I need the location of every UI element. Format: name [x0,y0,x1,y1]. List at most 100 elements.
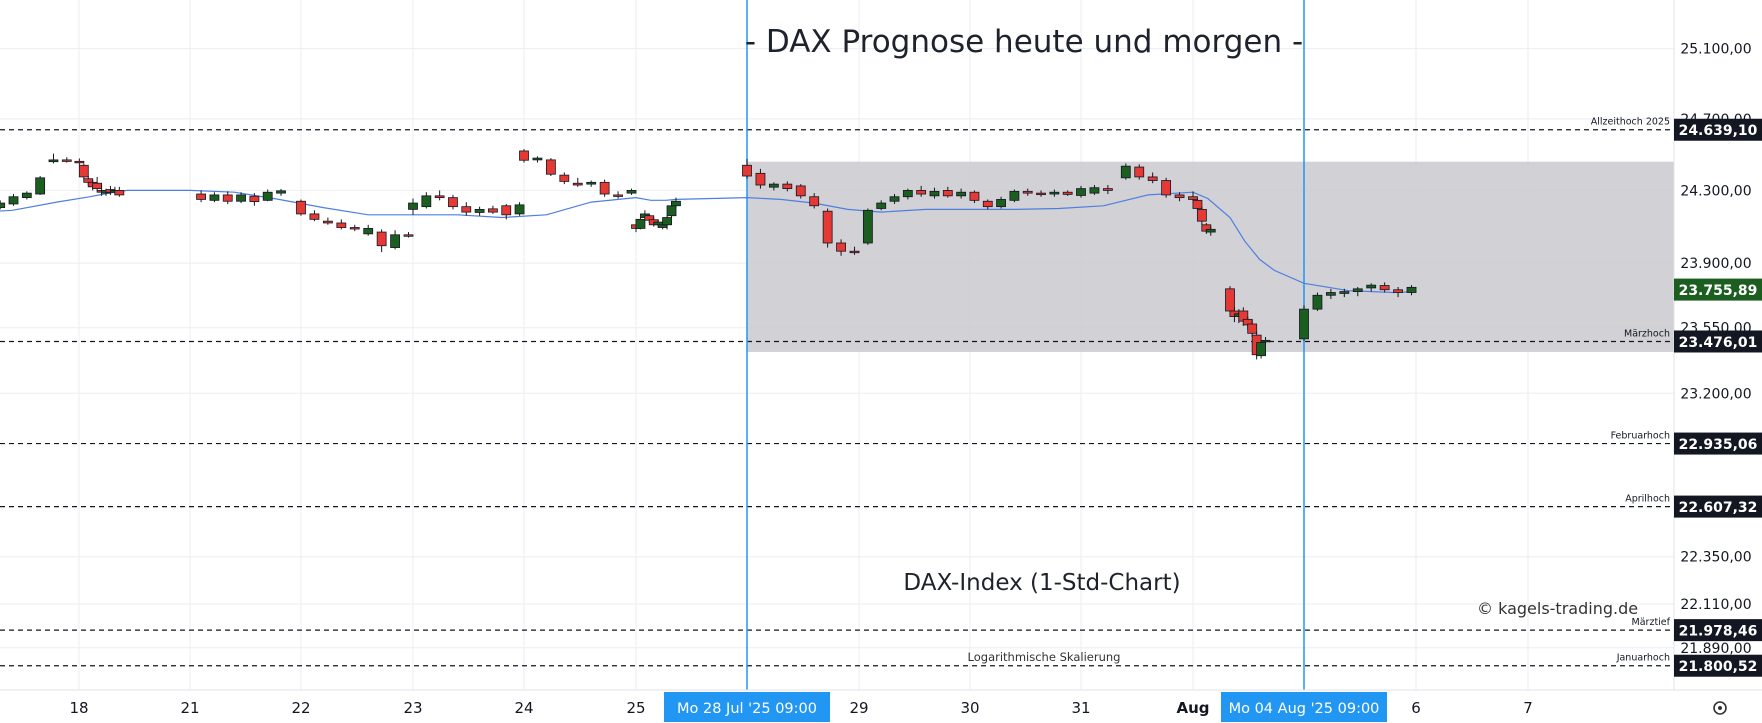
candle [889,194,900,204]
candle [114,186,125,197]
candle [0,200,6,210]
candle [403,232,414,238]
candle [613,191,623,199]
candle [809,193,820,209]
level-price-label: 24.639,10 [1679,123,1758,139]
candle [545,158,556,177]
x-tick-label: Aug [1176,699,1209,717]
x-tick-label: 18 [69,699,88,717]
vertical-marker-box [664,692,830,722]
candle [1256,340,1266,359]
candle [849,246,860,255]
level-price-box [1674,619,1762,642]
candle [1161,177,1172,198]
level-price-box [1674,118,1762,141]
x-tick-label: 21 [180,699,199,717]
candle [1102,185,1113,195]
candle [755,168,766,189]
candle [1147,172,1158,184]
level-price-label: 21.800,52 [1679,659,1758,675]
candle [236,192,246,204]
x-tick-label: 24 [514,699,533,717]
candle [1393,286,1403,298]
candle [488,205,498,214]
candle [48,153,59,164]
candle [78,163,89,180]
candle [822,208,833,248]
candle [586,180,597,187]
candle [408,198,418,215]
candle [336,219,347,230]
candle [1339,288,1350,298]
candle [1247,320,1258,338]
candle [421,192,432,209]
level-name: Januarhoch [1616,653,1670,664]
level-price-box [1674,432,1762,455]
level-labels: 24.639,10 23.476,01 22.935,06 22.607,32 21.9… [1674,118,1762,677]
level-price-label: 23.476,01 [1679,335,1758,351]
candle [662,215,672,230]
candle [1076,185,1086,198]
watermark: © kagels-trading.de [1477,599,1638,618]
moving-average-line [0,189,1417,294]
candle [309,210,320,222]
level-name: Märzhoch [1624,328,1670,339]
level-price-label: 22.935,06 [1679,437,1758,453]
candle [836,239,846,256]
candle [222,191,233,204]
candle [1049,189,1060,197]
level-name: Februarhoch [1611,431,1670,442]
candle [262,189,273,202]
candle [996,196,1006,209]
level-price-box [1674,495,1762,518]
vertical-marker-box [1221,692,1387,722]
candle [390,230,400,250]
candle [742,158,752,179]
candle [249,193,260,206]
y-tick-label: 23.900,00 [1680,256,1751,272]
y-tick-label: 22.350,00 [1680,550,1751,566]
vertical-marker-labels: Mo 28 Jul '25 09:00 Mo 04 Aug '25 09:00 [664,692,1387,722]
candle [363,224,374,236]
y-tick-label: 25.100,00 [1680,42,1751,58]
candle [296,199,306,216]
candle [1260,337,1271,345]
candle [1196,206,1207,225]
settings-icon[interactable] [1713,701,1727,715]
y-tick-label: 21.890,00 [1680,641,1751,657]
level-name: Allzeithoch 2025 [1591,117,1670,128]
candle [1009,189,1020,203]
candle [862,208,873,245]
candle [1299,305,1309,341]
vertical-marker-label: Mo 04 Aug '25 09:00 [1229,701,1380,717]
candle [559,172,570,185]
candle [434,190,445,201]
y-tick-label: 22.110,00 [1680,597,1751,613]
x-tick-label: 25 [626,699,645,717]
candle [1312,292,1323,312]
x-tick-label: 6 [1411,699,1421,717]
candle [461,202,472,216]
candle [572,177,583,187]
candle [1205,226,1216,236]
current-price-label: 23.755,89 [1679,283,1758,299]
candle [501,203,512,220]
candle [1379,282,1390,293]
candle [1134,164,1145,180]
x-axis-ticks: 182122232425293031Aug567 [69,699,1532,717]
candle [349,224,360,232]
candle [322,217,333,225]
scale-note: Logarithmische Skalierung [968,650,1121,664]
candle [956,188,967,199]
candle [1089,185,1100,195]
x-tick-label: 29 [849,699,868,717]
candle [902,188,913,200]
x-tick-label: 23 [403,699,422,717]
candle [1022,188,1033,196]
x-tick-label: 22 [291,699,310,717]
candle [448,194,458,210]
candle [1406,285,1417,296]
current-price-box [1674,278,1762,301]
level-price-label: 21.978,46 [1679,624,1758,640]
candle [532,156,543,163]
